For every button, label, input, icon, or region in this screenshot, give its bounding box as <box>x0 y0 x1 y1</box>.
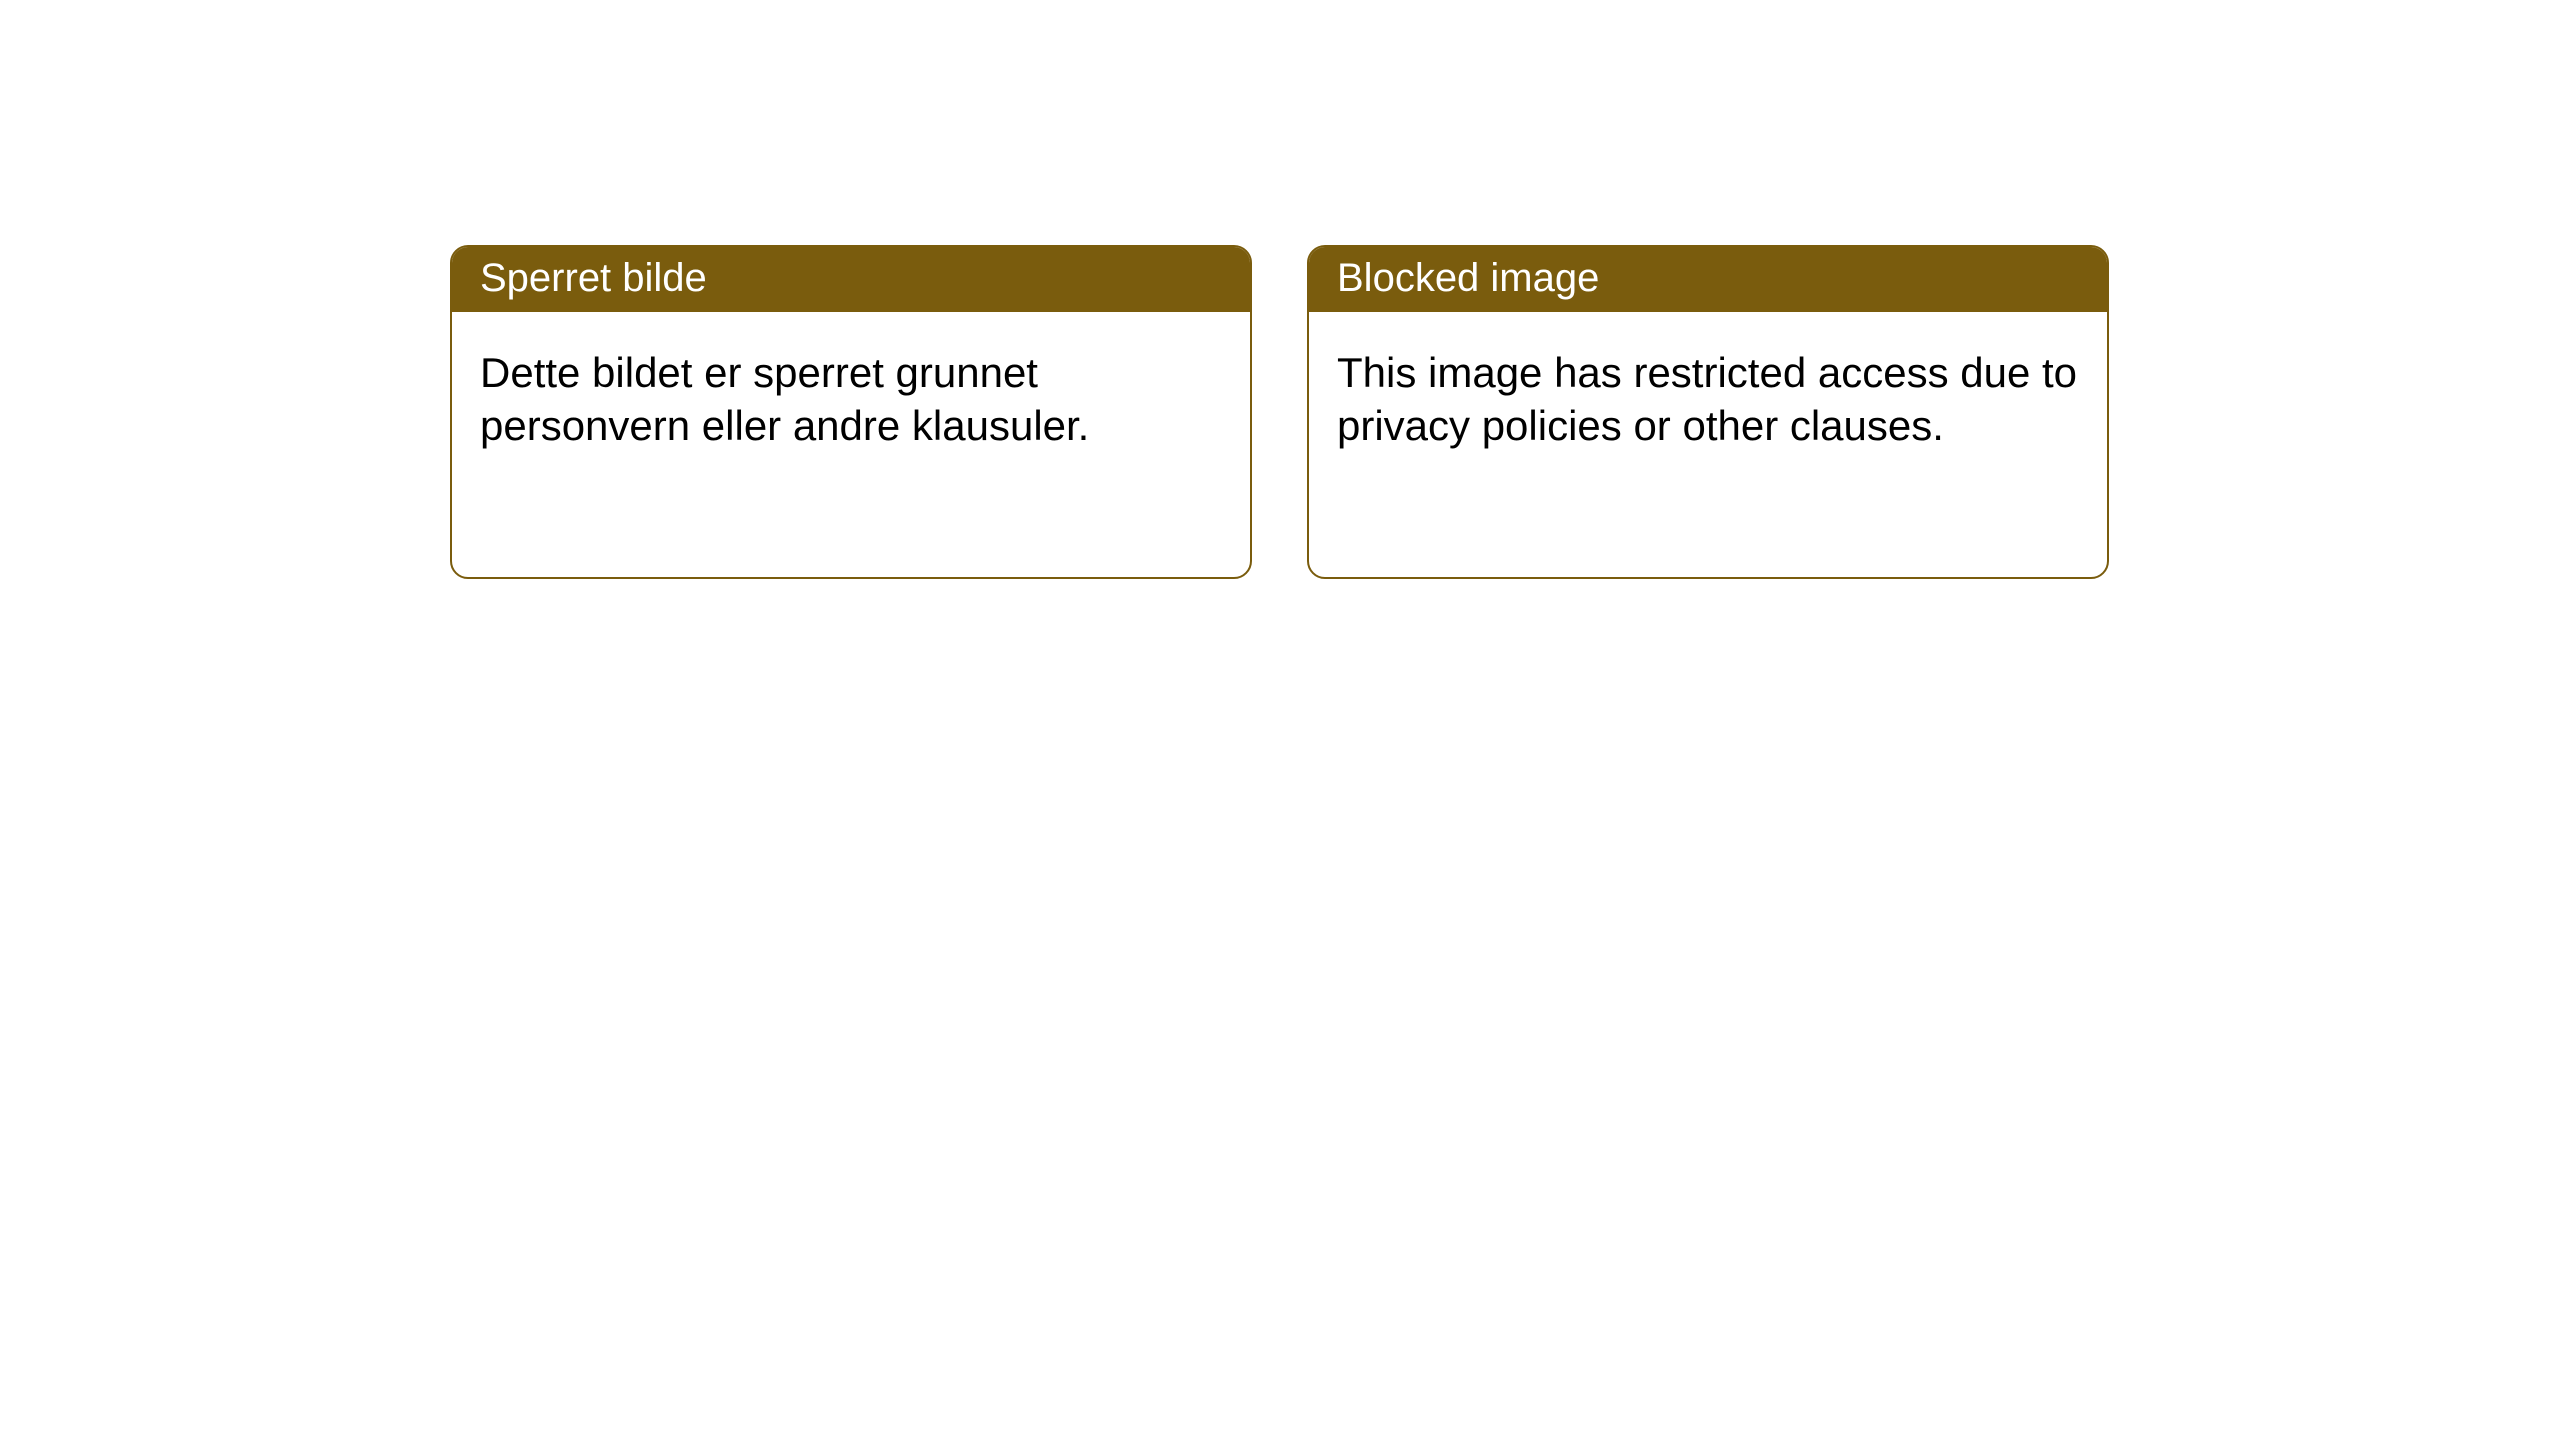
notice-cards-container: Sperret bilde Dette bildet er sperret gr… <box>450 245 2109 579</box>
notice-card-norwegian: Sperret bilde Dette bildet er sperret gr… <box>450 245 1252 579</box>
notice-card-title: Blocked image <box>1309 247 2107 312</box>
notice-card-body: This image has restricted access due to … <box>1309 312 2107 487</box>
notice-card-english: Blocked image This image has restricted … <box>1307 245 2109 579</box>
notice-card-title: Sperret bilde <box>452 247 1250 312</box>
notice-card-body: Dette bildet er sperret grunnet personve… <box>452 312 1250 487</box>
